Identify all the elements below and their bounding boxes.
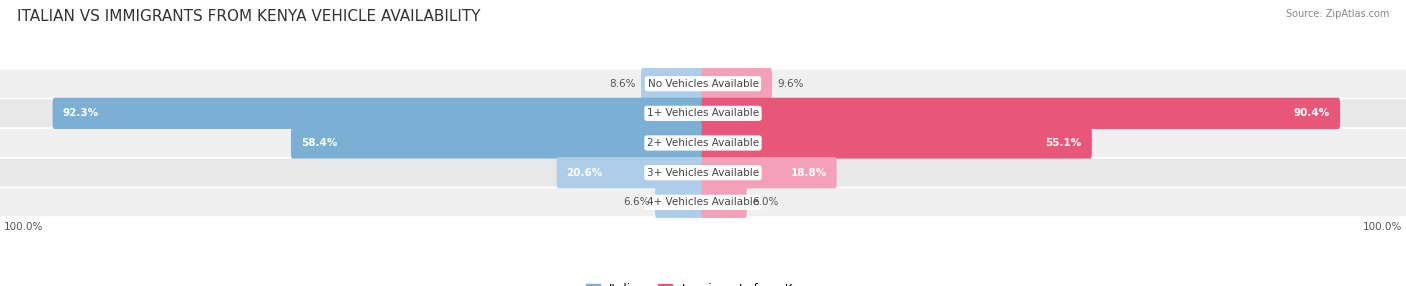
FancyBboxPatch shape xyxy=(655,187,704,218)
Text: 90.4%: 90.4% xyxy=(1294,108,1330,118)
FancyBboxPatch shape xyxy=(291,127,704,159)
Text: 6.0%: 6.0% xyxy=(752,197,779,207)
FancyBboxPatch shape xyxy=(52,98,704,129)
FancyBboxPatch shape xyxy=(0,100,1406,127)
Legend: Italian, Immigrants from Kenya: Italian, Immigrants from Kenya xyxy=(581,278,825,286)
Text: 2+ Vehicles Available: 2+ Vehicles Available xyxy=(647,138,759,148)
FancyBboxPatch shape xyxy=(641,68,704,99)
Text: 58.4%: 58.4% xyxy=(301,138,337,148)
Text: ITALIAN VS IMMIGRANTS FROM KENYA VEHICLE AVAILABILITY: ITALIAN VS IMMIGRANTS FROM KENYA VEHICLE… xyxy=(17,9,481,23)
FancyBboxPatch shape xyxy=(702,187,747,218)
FancyBboxPatch shape xyxy=(0,159,1406,186)
FancyBboxPatch shape xyxy=(702,127,1092,159)
Text: 9.6%: 9.6% xyxy=(778,79,804,89)
Text: 8.6%: 8.6% xyxy=(609,79,636,89)
FancyBboxPatch shape xyxy=(557,157,704,188)
Text: 92.3%: 92.3% xyxy=(63,108,98,118)
FancyBboxPatch shape xyxy=(702,157,837,188)
FancyBboxPatch shape xyxy=(702,68,772,99)
Text: 20.6%: 20.6% xyxy=(567,168,603,178)
Text: 1+ Vehicles Available: 1+ Vehicles Available xyxy=(647,108,759,118)
Text: 3+ Vehicles Available: 3+ Vehicles Available xyxy=(647,168,759,178)
Text: 100.0%: 100.0% xyxy=(3,223,44,233)
Text: 55.1%: 55.1% xyxy=(1046,138,1083,148)
Text: 4+ Vehicles Available: 4+ Vehicles Available xyxy=(647,197,759,207)
Text: Source: ZipAtlas.com: Source: ZipAtlas.com xyxy=(1285,9,1389,19)
Text: 6.6%: 6.6% xyxy=(623,197,650,207)
FancyBboxPatch shape xyxy=(702,98,1340,129)
Text: 18.8%: 18.8% xyxy=(790,168,827,178)
FancyBboxPatch shape xyxy=(0,188,1406,216)
Text: No Vehicles Available: No Vehicles Available xyxy=(648,79,758,89)
FancyBboxPatch shape xyxy=(0,70,1406,98)
FancyBboxPatch shape xyxy=(0,129,1406,157)
Text: 100.0%: 100.0% xyxy=(1362,223,1403,233)
